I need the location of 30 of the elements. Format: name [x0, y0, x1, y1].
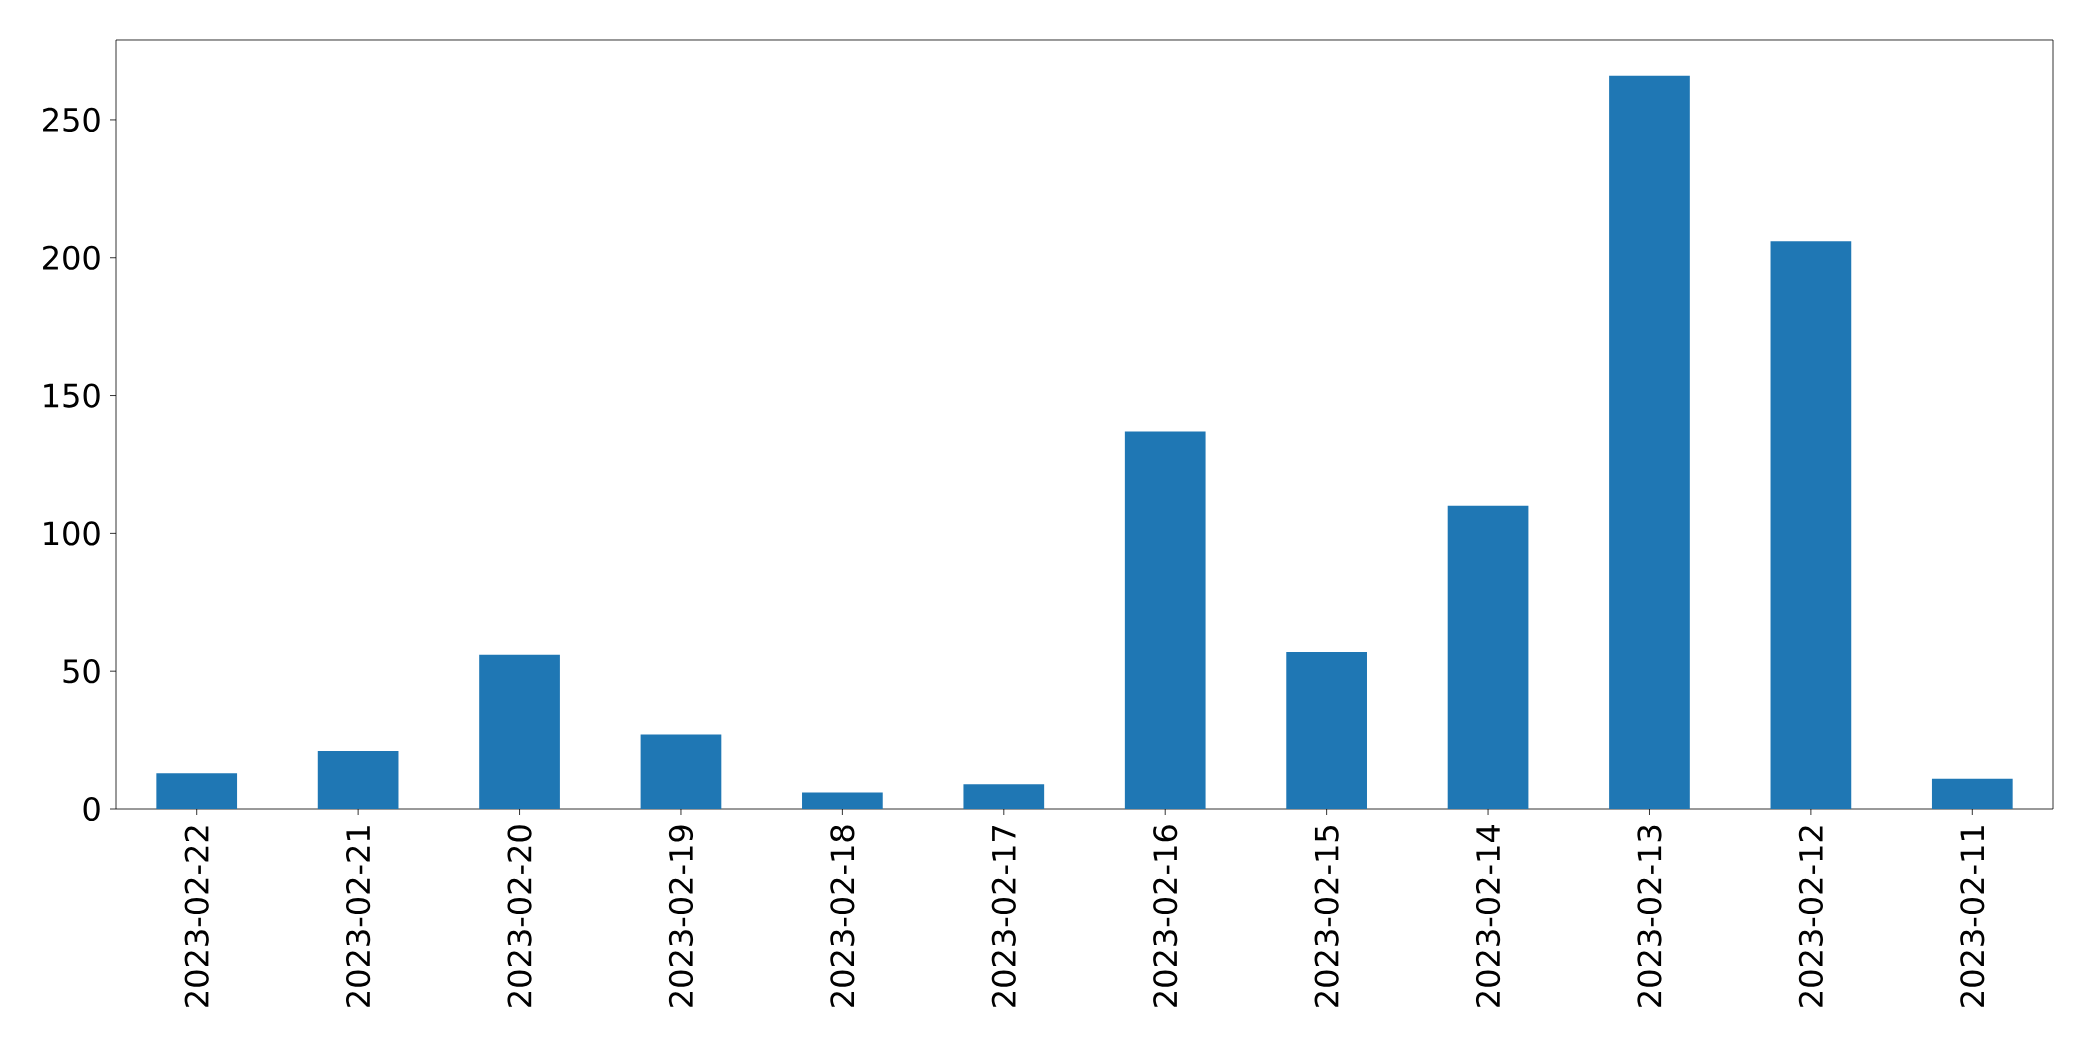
x-tick-label: 2023-02-17: [991, 825, 1016, 1007]
bar: [963, 784, 1045, 809]
x-tick-label: 2023-02-18: [830, 825, 855, 1007]
y-tick-label: 0: [83, 796, 100, 822]
bar: [1447, 505, 1529, 809]
bar: [1931, 778, 2013, 809]
y-tick-label: 150: [44, 383, 100, 408]
bar: [1286, 651, 1367, 809]
x-tick-label: 2023-02-21: [346, 826, 371, 1007]
x-tick-label: 2023-02-16: [1153, 825, 1178, 1007]
bar: [156, 773, 238, 809]
y-tick-label: 250: [43, 107, 100, 133]
x-tick-label: 2023-02-11: [1960, 826, 1985, 1007]
bar: [317, 751, 399, 809]
x-tick-label: 2023-02-13: [1637, 825, 1662, 1007]
bar: [640, 734, 722, 809]
bar: [1609, 75, 1690, 809]
x-tick-label: 2023-02-12: [1798, 826, 1823, 1007]
x-tick-label: 2023-02-22: [184, 826, 209, 1007]
x-tick-label: 2023-02-15: [1314, 826, 1339, 1007]
y-tick-label: 100: [44, 521, 100, 546]
x-tick-label: 2023-02-19: [668, 825, 694, 1007]
bar: [1770, 241, 1852, 809]
y-tick-label: 200: [43, 245, 100, 270]
y-tick-label: 50: [63, 659, 100, 684]
bar: [1124, 431, 1206, 809]
x-tick-label: 2023-02-20: [507, 825, 532, 1007]
x-tick-label: 2023-02-14: [1475, 825, 1501, 1007]
bar: [802, 792, 883, 809]
bar: [479, 654, 560, 809]
